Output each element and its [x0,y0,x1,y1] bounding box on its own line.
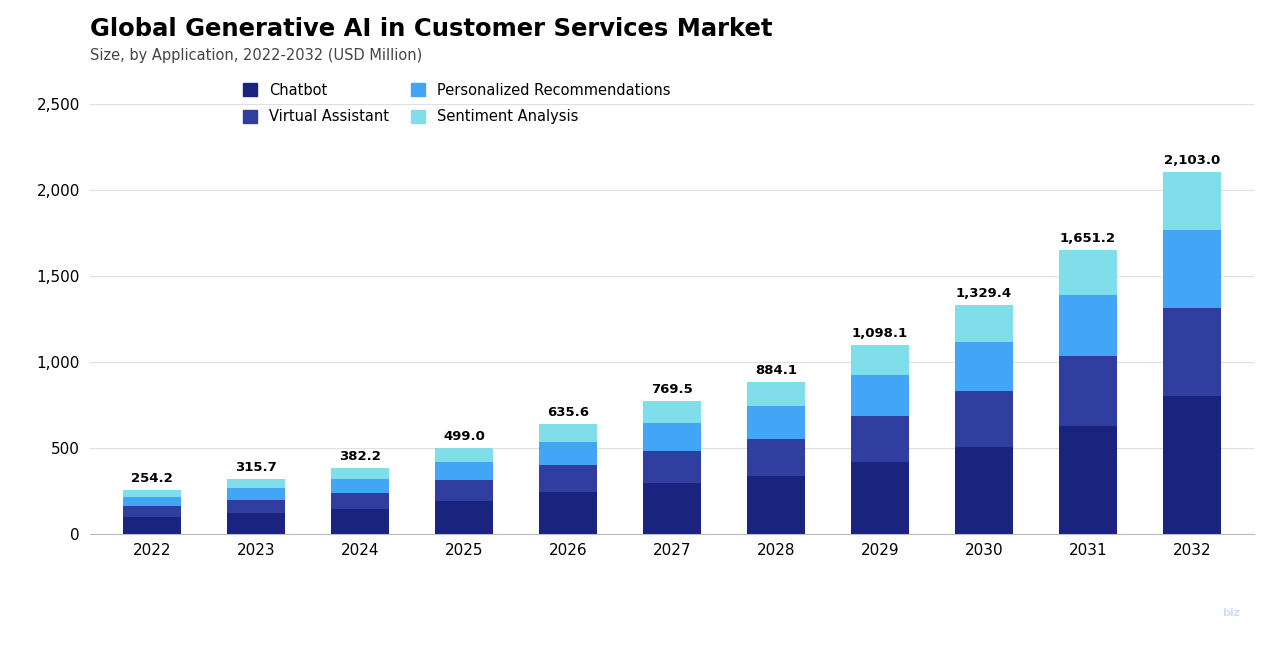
Bar [539,492,596,534]
Bar [955,341,1012,391]
Bar [435,501,493,534]
Text: Global Generative AI in Customer Services Market: Global Generative AI in Customer Service… [90,17,772,40]
Bar [1164,230,1221,308]
Bar [748,406,805,439]
Text: ✓: ✓ [922,605,947,634]
Text: size for 2032 in USD: size for 2032 in USD [390,634,511,647]
Text: 2,103.0: 2,103.0 [1164,154,1220,167]
Bar [851,375,909,416]
Text: 1,651.2: 1,651.2 [1060,232,1116,245]
Text: 884.1: 884.1 [755,363,797,377]
Text: Size, by Application, 2022-2032 (USD Million): Size, by Application, 2022-2032 (USD Mil… [90,48,422,63]
Text: 769.5: 769.5 [652,383,692,396]
Text: WIDE RANGE OF GLOBAL MARKET REPORTS: WIDE RANGE OF GLOBAL MARKET REPORTS [1018,636,1201,645]
Bar [1060,356,1116,426]
Text: MarketResearch: MarketResearch [1018,604,1181,622]
Bar [955,391,1012,447]
Text: 254.2: 254.2 [131,472,173,485]
Text: At the CAGR of: At the CAGR of [15,634,104,647]
Bar [851,345,909,375]
Bar [332,468,389,479]
Bar [955,305,1012,341]
Bar [539,424,596,442]
Bar [435,461,493,480]
Text: biz: biz [1222,608,1240,618]
Text: 499.0: 499.0 [443,430,485,443]
Bar [748,382,805,406]
Bar [228,488,284,500]
Bar [435,480,493,501]
Bar [1164,308,1221,396]
Bar [539,442,596,465]
Text: The forecasted market: The forecasted market [390,605,525,618]
Bar [644,451,700,483]
Bar [851,462,909,534]
Text: 1,098.1: 1,098.1 [852,327,908,340]
Text: 1,329.4: 1,329.4 [956,287,1012,300]
Bar [1060,426,1116,534]
Legend: Chatbot, Virtual Assistant, Personalized Recommendations, Sentiment Analysis: Chatbot, Virtual Assistant, Personalized… [237,77,676,130]
Text: 382.2: 382.2 [339,450,381,463]
Bar [123,497,180,507]
Bar [332,493,389,509]
Bar [123,507,180,517]
Text: The Market will Grow: The Market will Grow [15,605,140,618]
Bar [644,401,700,422]
Text: 315.7: 315.7 [236,461,276,474]
Bar [228,479,284,488]
Bar [332,479,389,493]
Bar [228,500,284,513]
Text: 635.6: 635.6 [547,406,589,419]
Bar [123,517,180,534]
Bar [955,447,1012,534]
Bar [435,448,493,461]
Bar [1060,295,1116,356]
Bar [539,465,596,492]
Bar [644,483,700,534]
Bar [123,490,180,497]
Bar [644,422,700,451]
Bar [748,439,805,476]
Bar [332,509,389,534]
Text: $2103.0M: $2103.0M [600,609,769,638]
Bar [1164,172,1221,230]
Bar [851,416,909,462]
Bar [1060,250,1116,295]
Bar [748,476,805,534]
Bar [1164,396,1221,534]
Text: 24.20%: 24.20% [134,609,262,638]
Bar [228,513,284,534]
